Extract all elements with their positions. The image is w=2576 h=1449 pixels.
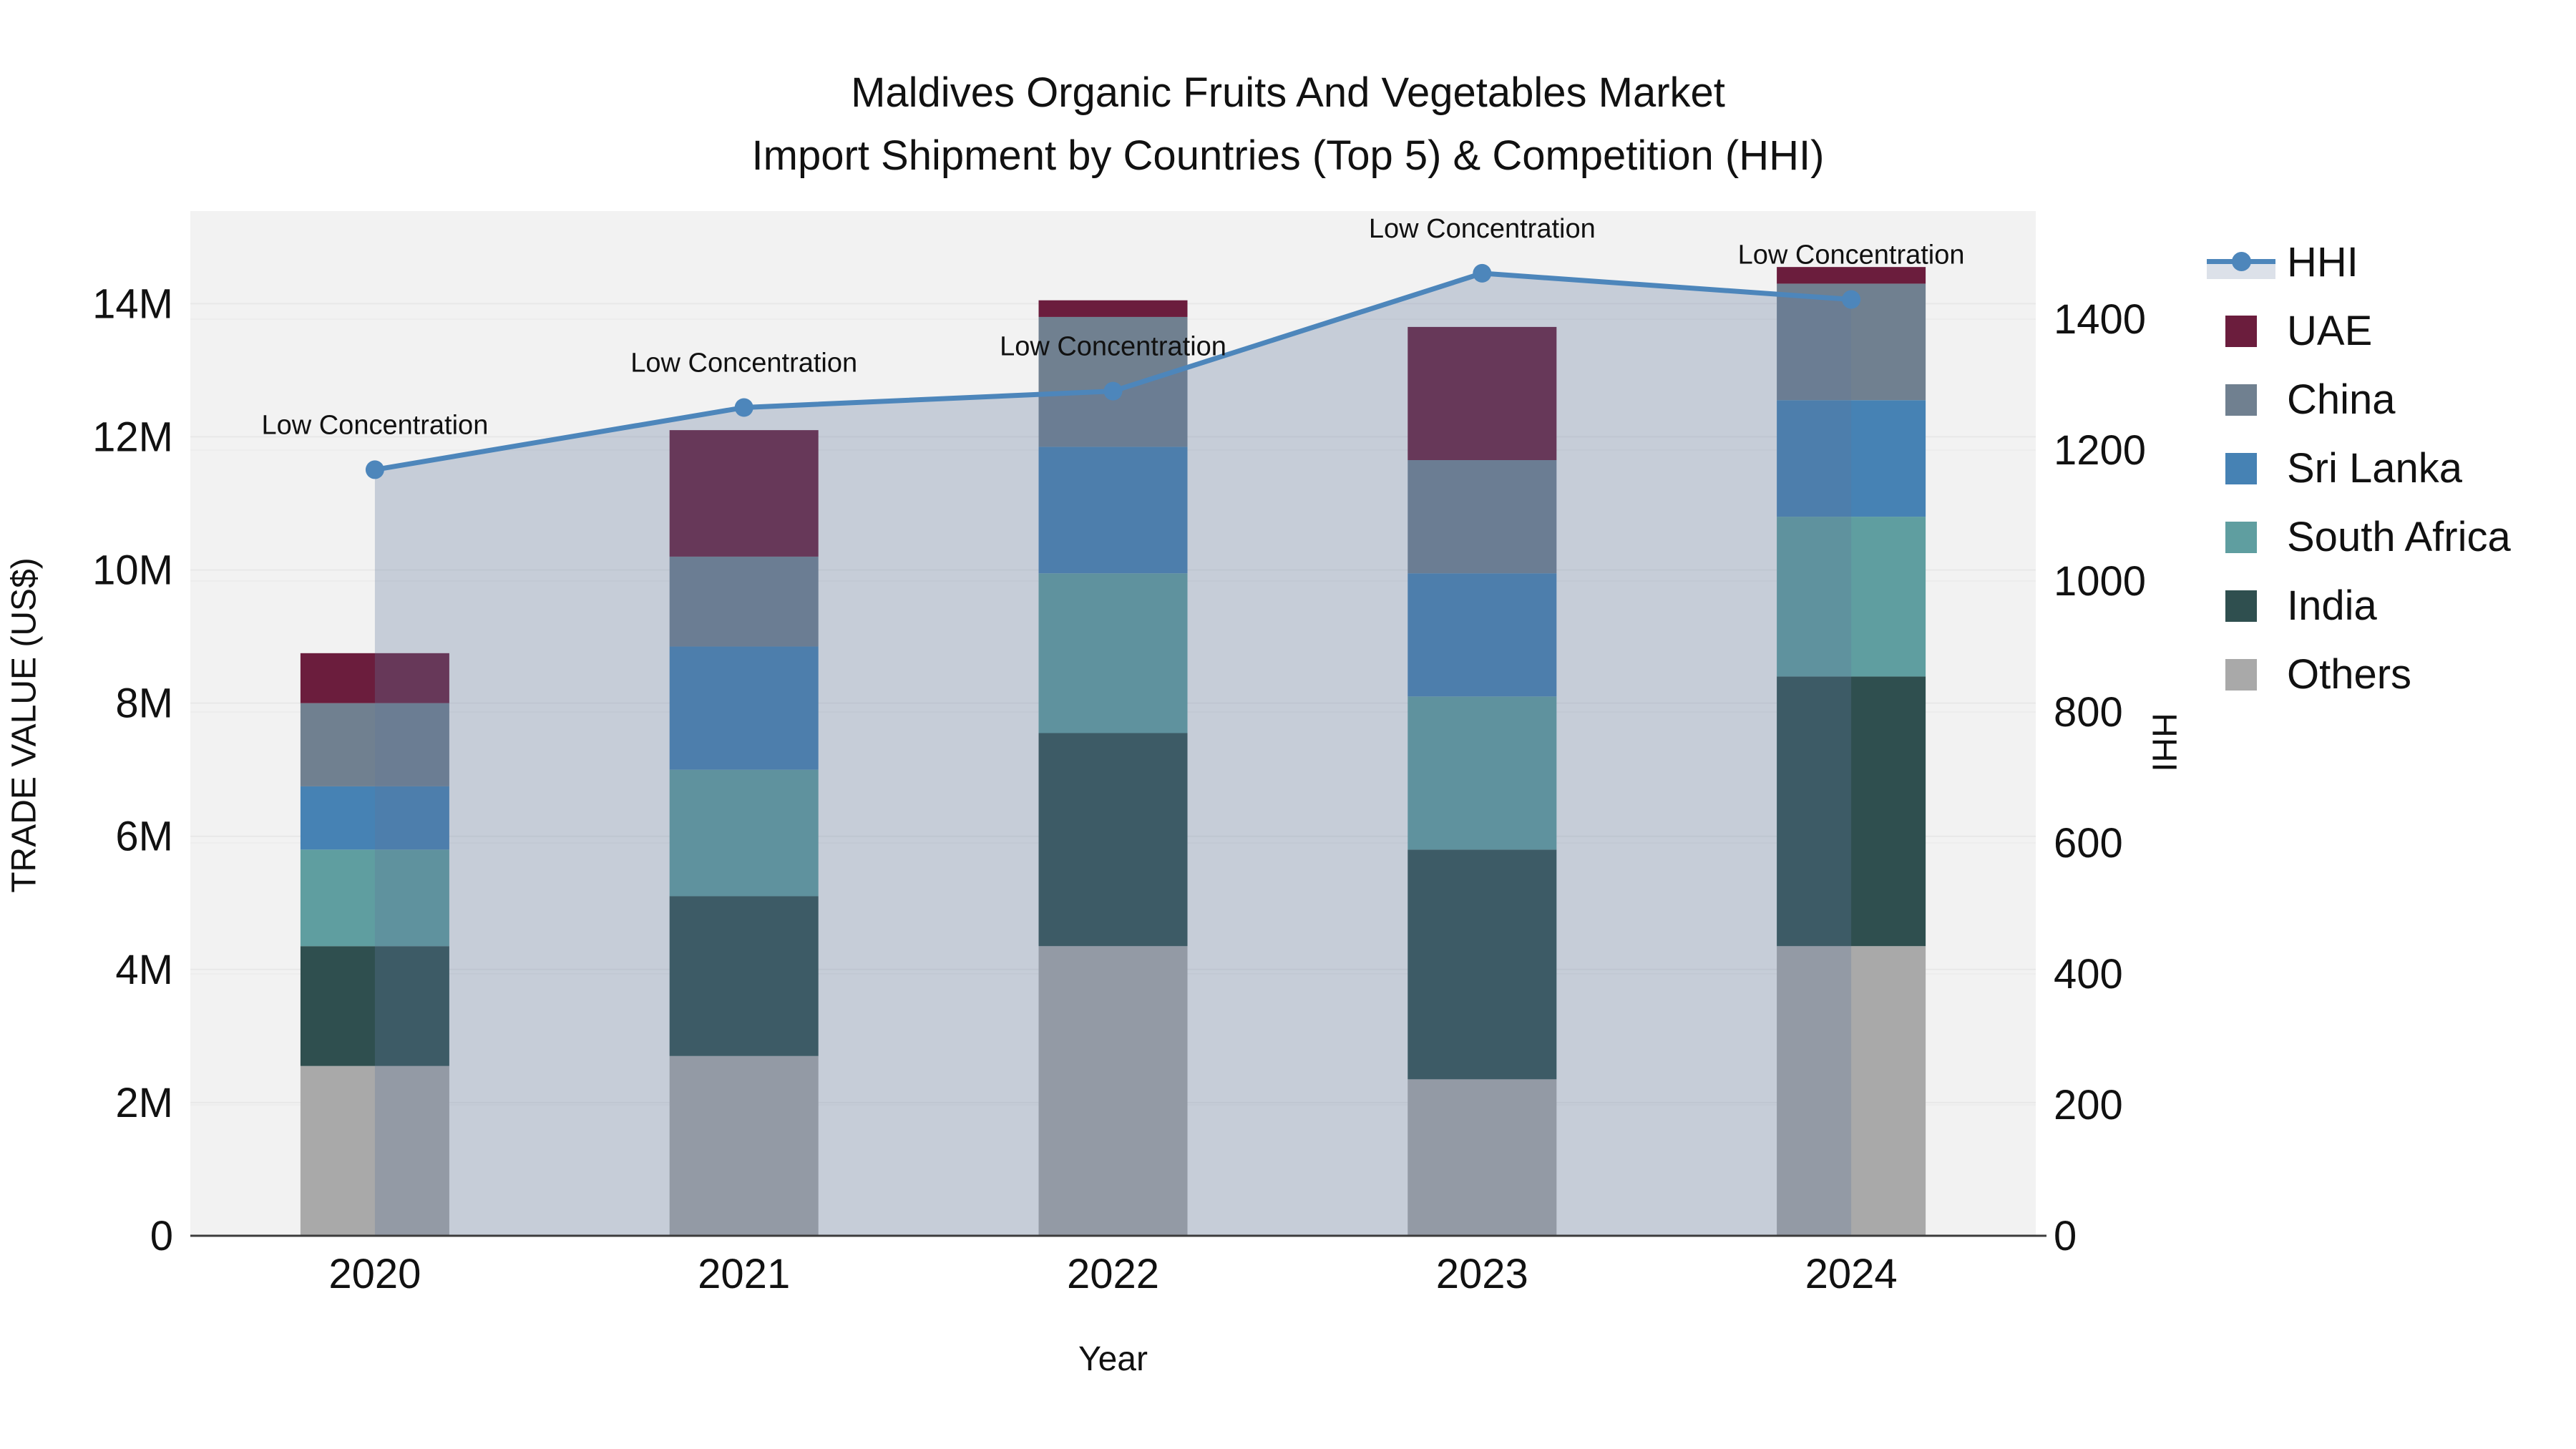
y-right-tick-800: 800 (2054, 689, 2123, 736)
chart-title-line1: Maldives Organic Fruits And Vegetables M… (851, 69, 1725, 116)
y-right-tick-1000: 1000 (2054, 558, 2146, 605)
bar-segment-sri-lanka-2023[interactable] (1407, 573, 1557, 697)
x-tick-2021: 2021 (698, 1251, 790, 1297)
bar-segment-uae-2022[interactable] (1038, 300, 1188, 317)
bar-segment-india-2023[interactable] (1407, 849, 1557, 1080)
annotation-2021: Low Concentration (630, 348, 857, 379)
y-right-tick-400: 400 (2054, 951, 2123, 997)
bar-segment-sri-lanka-2022[interactable] (1038, 447, 1188, 574)
legend-item-china[interactable]: China (2207, 365, 2511, 434)
x-axis-title: Year (1078, 1340, 1148, 1378)
bar-segment-india-2021[interactable] (669, 896, 819, 1056)
bar-segment-sri-lanka-2024[interactable] (1777, 400, 1926, 517)
y-left-tick-6M: 6M (115, 814, 173, 860)
bar-segment-others-2020[interactable] (300, 1065, 449, 1236)
legend-label: India (2287, 582, 2377, 629)
hhi-marker-2021[interactable] (734, 398, 753, 417)
y-axis-title-right: HHI (2145, 713, 2183, 772)
annotation-2020: Low Concentration (261, 410, 488, 440)
annotation-2024: Low Concentration (1738, 240, 1965, 270)
swatch-india (2225, 590, 2257, 622)
x-tick-2024: 2024 (1805, 1251, 1898, 1297)
color-swatch-icon (2207, 571, 2275, 640)
bar-segment-south-africa-2022[interactable] (1038, 573, 1188, 733)
bar-segment-uae-2024[interactable] (1777, 267, 1926, 284)
hhi-marker-2022[interactable] (1103, 381, 1123, 401)
bar-segment-sri-lanka-2021[interactable] (669, 646, 819, 770)
hhi-marker-2020[interactable] (365, 460, 384, 479)
legend-item-uae[interactable]: UAE (2207, 296, 2511, 365)
y-right-tick-600: 600 (2054, 820, 2123, 867)
chart-title-line2: Import Shipment by Countries (Top 5) & C… (751, 132, 1825, 179)
color-swatch-icon (2207, 640, 2275, 708)
y-right-tick-1200: 1200 (2054, 427, 2146, 474)
legend-label: South Africa (2287, 513, 2511, 560)
x-tick-2020: 2020 (328, 1251, 421, 1297)
bar-segment-uae-2020[interactable] (300, 653, 449, 703)
y-axis-title-left: TRADE VALUE (US$) (5, 557, 44, 893)
y-left-tick-14M: 14M (92, 280, 173, 327)
color-swatch-icon (2207, 502, 2275, 571)
y-left-tick-8M: 8M (115, 680, 173, 727)
bar-segment-south-africa-2023[interactable] (1407, 696, 1557, 850)
legend-item-hhi[interactable]: HHI (2207, 228, 2511, 296)
bar-segment-sri-lanka-2020[interactable] (300, 786, 449, 850)
legend-label: Sri Lanka (2287, 444, 2463, 492)
y-right-tick-200: 200 (2054, 1082, 2123, 1128)
bar-segment-others-2023[interactable] (1407, 1079, 1557, 1236)
bar-segment-uae-2023[interactable] (1407, 326, 1557, 460)
chart-title: Maldives Organic Fruits And Vegetables M… (0, 62, 2576, 187)
legend-item-sri-lanka[interactable]: Sri Lanka (2207, 434, 2511, 502)
swatch-south-africa (2225, 522, 2257, 553)
swatch-china (2225, 384, 2257, 416)
swatch-sri-lanka (2225, 453, 2257, 484)
legend-label: HHI (2287, 238, 2358, 286)
legend: HHI UAE China Sri Lanka South Africa India Oth… (2207, 228, 2511, 708)
bar-segment-india-2024[interactable] (1777, 676, 1926, 947)
bar-segment-others-2022[interactable] (1038, 946, 1188, 1236)
y-left-tick-12M: 12M (92, 414, 173, 460)
legend-label: Others (2287, 650, 2412, 698)
color-swatch-icon (2207, 365, 2275, 434)
bar-segment-others-2024[interactable] (1777, 946, 1926, 1236)
bar-segment-india-2020[interactable] (300, 946, 449, 1066)
legend-item-others[interactable]: Others (2207, 640, 2511, 708)
x-tick-2022: 2022 (1067, 1251, 1159, 1297)
hhi-line-icon (2207, 228, 2275, 296)
bar-segment-china-2021[interactable] (669, 556, 819, 647)
annotation-2023: Low Concentration (1369, 214, 1596, 244)
legend-label: UAE (2287, 307, 2373, 354)
bar-segment-south-africa-2021[interactable] (669, 769, 819, 897)
hhi-marker-2023[interactable] (1473, 263, 1492, 283)
legend-item-india[interactable]: India (2207, 571, 2511, 640)
bar-segment-others-2021[interactable] (669, 1055, 819, 1236)
hhi-area-fill (374, 273, 1852, 1236)
annotation-2022: Low Concentration (1000, 332, 1226, 362)
color-swatch-icon (2207, 434, 2275, 502)
bar-segment-china-2023[interactable] (1407, 459, 1557, 574)
color-swatch-icon (2207, 296, 2275, 365)
bar-segment-south-africa-2024[interactable] (1777, 517, 1926, 677)
swatch-uae (2225, 316, 2257, 347)
x-tick-2023: 2023 (1436, 1251, 1528, 1297)
y-left-tick-0: 0 (150, 1213, 173, 1259)
y-left-tick-4M: 4M (115, 947, 173, 993)
bar-segment-china-2020[interactable] (300, 703, 449, 786)
bar-segment-india-2022[interactable] (1038, 733, 1188, 947)
y-right-tick-1400: 1400 (2054, 296, 2146, 343)
legend-label: China (2287, 376, 2396, 423)
bar-segment-uae-2021[interactable] (669, 430, 819, 557)
y-left-tick-10M: 10M (92, 547, 173, 594)
hhi-marker-2024[interactable] (1842, 290, 1861, 309)
hhi-marker-dot-icon (2232, 252, 2251, 271)
y-right-tick-0: 0 (2054, 1213, 2077, 1259)
bar-segment-south-africa-2020[interactable] (300, 849, 449, 947)
swatch-others (2225, 659, 2257, 691)
y-left-tick-2M: 2M (115, 1080, 173, 1126)
legend-item-south-africa[interactable]: South Africa (2207, 502, 2511, 571)
